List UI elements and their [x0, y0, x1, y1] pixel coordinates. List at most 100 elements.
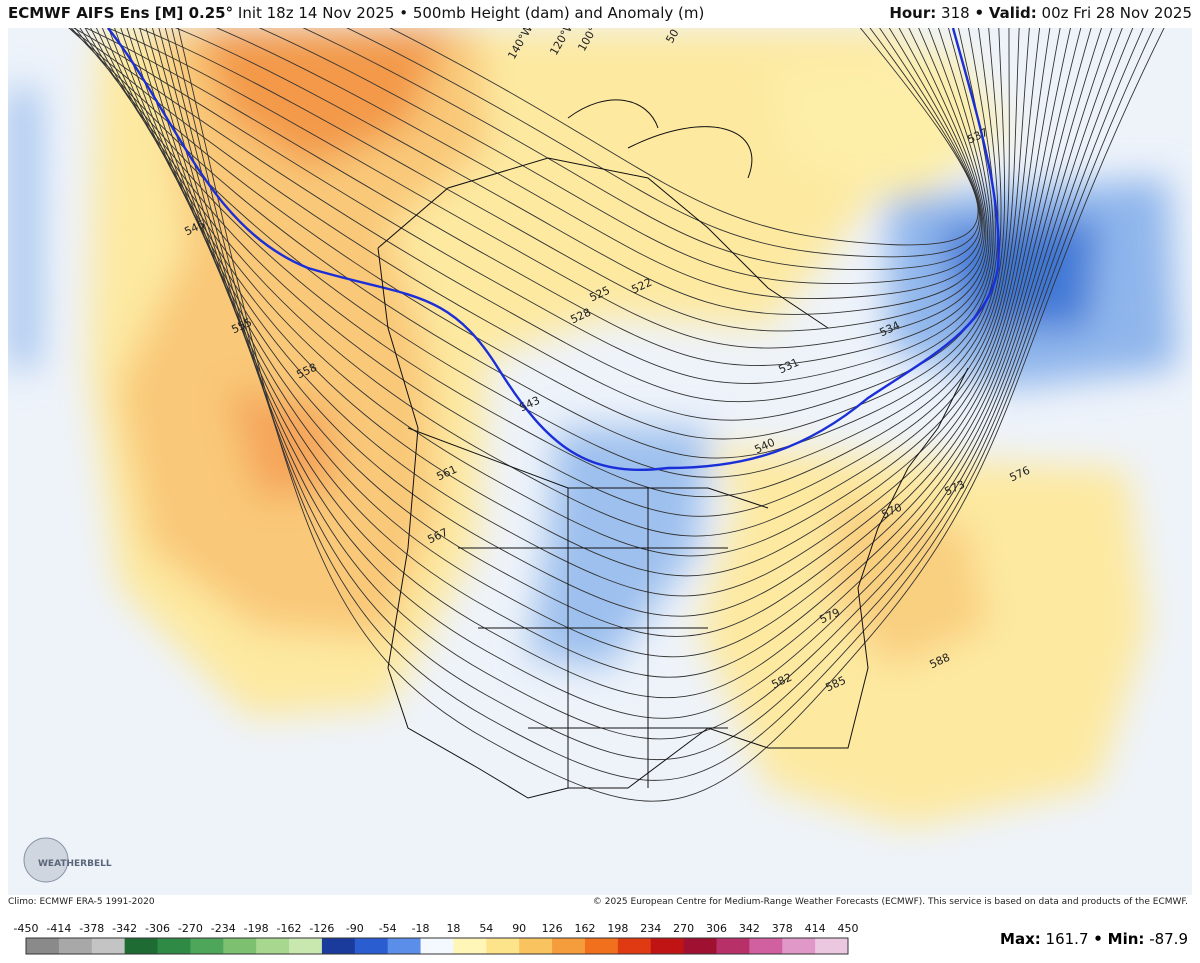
colorbar-swatch	[157, 938, 191, 954]
header: ECMWF AIFS Ens [M] 0.25° Init 18z 14 Nov…	[0, 0, 1200, 28]
colorbar-swatch	[749, 938, 783, 954]
contour-line	[108, 28, 1051, 577]
stats: Max: 161.7 • Min: -87.9	[1000, 930, 1188, 948]
contour-line	[389, 28, 979, 246]
colorbar-label: -414	[46, 922, 71, 935]
contour-line	[101, 28, 1041, 557]
colorbar-label: -234	[211, 922, 236, 935]
height-contours	[68, 28, 1165, 802]
contour-line	[139, 28, 1103, 678]
contour-line	[258, 28, 983, 284]
colorbar-label: 414	[805, 922, 826, 935]
contour-line	[68, 28, 994, 403]
colorbar-label: -378	[79, 922, 104, 935]
colorbar-label: -270	[178, 922, 203, 935]
colorbar-swatch	[91, 938, 126, 954]
credit: © 2025 European Centre for Medium-Range …	[592, 897, 1188, 907]
contour-line	[158, 28, 1134, 740]
colorbar-swatch	[321, 938, 356, 954]
colorbar-swatch	[453, 938, 487, 954]
contour-line	[302, 28, 981, 271]
hour-label: Hour:	[889, 4, 937, 22]
colorbar-swatch	[617, 938, 652, 954]
colorbar: -450 -414 -378 -342 -306 -270 -234 -198 -162 -126…	[14, 922, 859, 955]
min-label: Min:	[1107, 930, 1145, 948]
colorbar-label: -162	[277, 922, 302, 935]
colorbar-swatch	[650, 938, 685, 954]
colorbar-swatch	[190, 938, 224, 954]
contour-line	[106, 28, 988, 349]
climo: Climo: ECMWF ERA-5 1991-2020	[8, 897, 155, 907]
colorbar-swatch	[584, 938, 619, 954]
contour-line	[171, 28, 1155, 781]
colorbar-label: 306	[706, 922, 727, 935]
contour-line	[120, 28, 1071, 617]
valid: 00z Fri 28 Nov 2025	[1041, 4, 1192, 22]
contour-line	[84, 28, 990, 367]
colorbar-swatch	[486, 938, 520, 954]
colorbar-label: 342	[739, 922, 760, 935]
model: ECMWF AIFS Ens [M] 0.25°	[8, 4, 234, 22]
colorbar-label: 18	[446, 922, 460, 935]
colorbar-label: -342	[112, 922, 137, 935]
colorbar-swatch	[815, 938, 849, 954]
colorbar-label: -54	[379, 922, 397, 935]
footer-notes: Climo: ECMWF ERA-5 1991-2020 © 2025 Euro…	[8, 897, 1192, 907]
colorbar-swatch	[716, 938, 750, 954]
540-contour	[107, 28, 1000, 472]
contour-line	[90, 28, 1020, 517]
contour-line	[126, 28, 1082, 637]
colorbar-swatch	[26, 938, 60, 954]
colorbar-swatch	[552, 938, 586, 954]
colorbar-label: 234	[640, 922, 661, 935]
colorbar-swatch	[683, 938, 717, 954]
contour-line	[215, 28, 984, 300]
logo-mark	[23, 837, 69, 883]
separator: •	[1093, 930, 1103, 948]
contour-line	[137, 28, 987, 332]
colorbar-label: 54	[479, 922, 493, 935]
colorbar-swatch	[58, 938, 93, 954]
colorbar-swatch	[782, 938, 816, 954]
colorbar-label: 126	[542, 922, 563, 935]
contour-line	[152, 28, 1123, 719]
colorbar-label: -306	[145, 922, 170, 935]
colorbar-label: 198	[607, 922, 628, 935]
separator: •	[974, 4, 985, 22]
logo: WEATHERBELL	[38, 859, 112, 869]
contour-line	[96, 28, 1030, 537]
borders	[377, 99, 969, 799]
colorbar-label: 162	[574, 922, 595, 935]
contour-line	[114, 28, 1061, 597]
hour: 318	[941, 4, 970, 22]
colorbar-swatch	[256, 938, 290, 954]
map: 5465555585615675225255285315345375405435…	[8, 28, 1192, 895]
contour-labels: 5465555585615675225255285315345375405435…	[182, 126, 1032, 695]
colorbar-swatch	[420, 938, 454, 954]
contour-line	[84, 28, 1010, 498]
contour-line	[68, 28, 996, 421]
colorbar-swatch	[387, 938, 422, 954]
colorbar-label: -450	[14, 922, 39, 935]
valid-label: Valid:	[988, 4, 1037, 22]
contour-line	[145, 28, 1113, 699]
colorbar-swatch	[519, 938, 553, 954]
min: -87.9	[1149, 930, 1188, 948]
contour-line	[79, 28, 1006, 478]
colorbar-label: 450	[838, 922, 859, 935]
contour-line	[177, 28, 1165, 802]
colorbar-label: -18	[412, 922, 430, 935]
title: ECMWF AIFS Ens [M] 0.25° Init 18z 14 Nov…	[8, 0, 704, 26]
colorbar-label: -126	[309, 922, 334, 935]
contour-line	[72, 28, 992, 384]
colorbar-swatch	[289, 938, 323, 954]
contour-line	[132, 28, 1092, 658]
contour-line	[346, 28, 980, 258]
colorbar-swatch	[354, 938, 389, 954]
colorbar-swatch	[223, 938, 257, 954]
colorbar-label: 90	[512, 922, 526, 935]
colorbar-label: -90	[346, 922, 364, 935]
colorbar-frame	[25, 937, 849, 955]
colorbar-swatch	[124, 938, 159, 954]
